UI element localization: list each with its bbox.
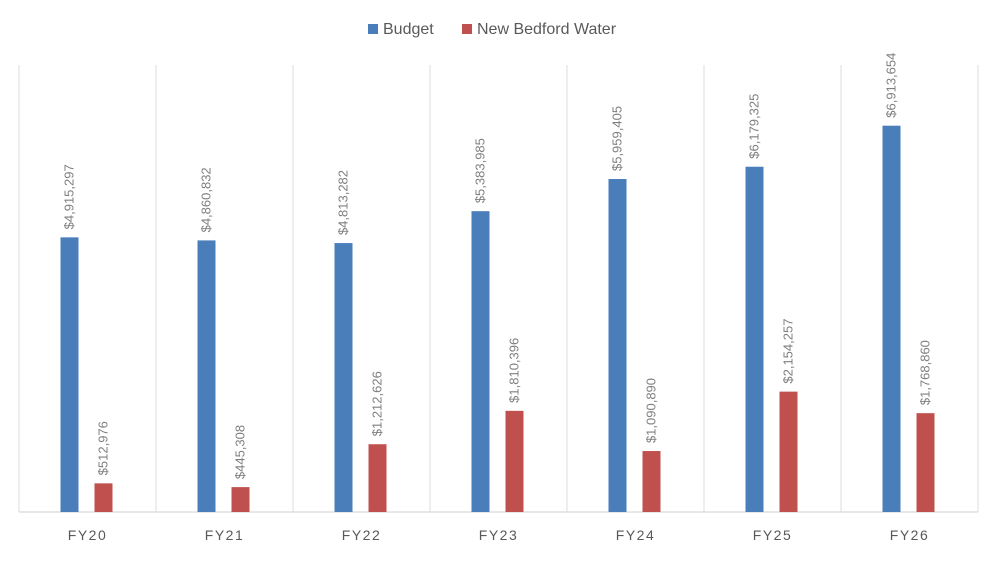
data-label: $6,913,654 [884, 53, 899, 118]
legend-item-budget: Budget [368, 21, 434, 38]
data-labels: $4,915,297 $4,860,832 $4,813,282 $5,383,985… [62, 53, 933, 479]
legend-item-new-bedford-water: New Bedford Water [462, 21, 617, 38]
bar-budget-fy21 [197, 240, 216, 513]
data-label: $1,810,396 [507, 338, 522, 403]
legend-swatch [462, 24, 472, 34]
bar-budget-fy23 [471, 211, 490, 512]
category-label: FY24 [616, 527, 655, 543]
bar-new-bedford-water-fy20 [94, 483, 113, 512]
bar-new-bedford-water-fy25 [779, 391, 798, 512]
category-labels: FY20 FY21 FY22 FY23 FY24 FY25 FY26 [68, 527, 929, 543]
bar-budget-fy25 [745, 166, 764, 512]
data-label: $4,813,282 [336, 170, 351, 235]
bar-budget-fy26 [882, 125, 901, 512]
legend: Budget New Bedford Water [368, 21, 617, 38]
category-label: FY25 [753, 527, 792, 543]
data-label: $4,915,297 [62, 164, 77, 229]
category-label: FY22 [342, 527, 381, 543]
bar-new-bedford-water-fy21 [231, 487, 250, 512]
data-label: $445,308 [233, 425, 248, 479]
bar-new-bedford-water-fy22 [368, 444, 387, 512]
category-label: FY26 [890, 527, 929, 543]
legend-label: New Bedford Water [477, 21, 617, 38]
data-label: $5,959,405 [610, 106, 625, 171]
data-label: $4,860,832 [199, 167, 214, 232]
bar-new-bedford-water-fy24 [642, 451, 661, 512]
data-label: $5,383,985 [473, 138, 488, 203]
bar-budget-fy24 [608, 179, 627, 512]
data-label: $1,768,860 [918, 340, 933, 405]
bars [60, 125, 935, 513]
bar-new-bedford-water-fy23 [505, 410, 524, 512]
category-label: FY20 [68, 527, 107, 543]
bar-budget-fy22 [334, 243, 353, 512]
data-label: $1,090,890 [644, 378, 659, 443]
data-label: $512,976 [96, 421, 111, 475]
bar-budget-fy20 [60, 237, 79, 512]
bar-new-bedford-water-fy26 [916, 413, 935, 512]
data-label: $6,179,325 [747, 94, 762, 159]
gridlines [18, 65, 979, 513]
legend-swatch [368, 24, 378, 34]
data-label: $1,212,626 [370, 371, 385, 436]
data-label: $2,154,257 [781, 319, 796, 384]
category-label: FY21 [205, 527, 244, 543]
legend-label: Budget [383, 21, 434, 38]
category-label: FY23 [479, 527, 518, 543]
